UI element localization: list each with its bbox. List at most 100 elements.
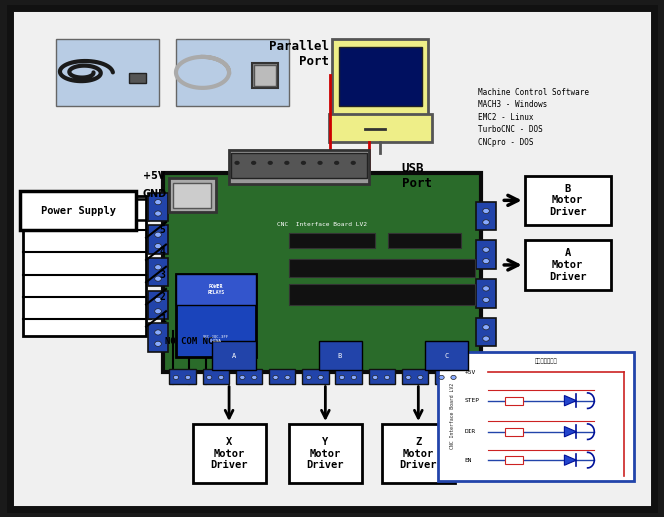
Bar [302,369,329,384]
Bar [525,176,611,225]
Circle shape [334,161,339,165]
Bar [332,39,428,119]
Bar [289,233,375,248]
Circle shape [155,244,161,249]
Text: +5V: +5V [465,370,476,375]
Bar [236,369,262,384]
Text: Parallel
Port: Parallel Port [269,40,329,68]
Bar [269,369,295,384]
Circle shape [451,375,456,379]
Bar [231,153,367,178]
Text: Machine Control Software
MACH3 - Windows
EMC2 - Linux
TurboCNC - DOS
CNCpro - DO: Machine Control Software MACH3 - Windows… [478,88,589,147]
Bar [289,424,362,483]
Circle shape [339,375,345,379]
Text: 4: 4 [160,247,165,257]
Bar [212,341,256,370]
Circle shape [317,161,323,165]
Circle shape [301,161,306,165]
Text: 1: 1 [160,314,165,324]
Text: SRC-JQC-3FF
CHINA: SRC-JQC-3FF CHINA [203,334,229,343]
Bar [329,114,432,142]
Bar [425,341,468,370]
Bar [319,341,362,370]
Bar [148,258,168,286]
Bar [382,424,455,483]
Circle shape [268,161,273,165]
Bar [176,274,256,305]
Circle shape [155,200,161,205]
Bar [169,369,196,384]
Circle shape [155,297,161,302]
Circle shape [351,161,356,165]
Circle shape [251,161,256,165]
Circle shape [483,325,489,330]
Bar [229,150,369,184]
Text: EN: EN [465,458,472,463]
Text: X
Motor
Driver: X Motor Driver [210,437,248,470]
Bar [129,73,146,83]
Text: USB
Port: USB Port [402,162,432,190]
Text: 5: 5 [160,225,165,235]
Circle shape [155,330,161,335]
Bar [388,233,461,248]
Polygon shape [564,455,576,465]
Circle shape [273,375,278,379]
Bar [402,369,428,384]
Circle shape [207,375,212,379]
Text: POWER
RELAYS: POWER RELAYS [207,284,224,295]
Bar [148,323,168,352]
Circle shape [155,341,161,346]
Text: Z
Motor
Driver: Z Motor Driver [400,437,437,470]
Text: B
Motor
Driver: B Motor Driver [549,184,586,217]
Text: 2: 2 [160,292,165,302]
Circle shape [483,220,489,225]
Circle shape [218,375,224,379]
Circle shape [384,375,390,379]
Circle shape [439,375,444,379]
Circle shape [483,208,489,214]
Bar [476,202,496,230]
Text: Y
Motor
Driver: Y Motor Driver [307,437,344,470]
Text: B: B [338,353,342,359]
Polygon shape [564,396,576,406]
Bar [505,456,523,464]
Bar [289,284,475,305]
Bar [173,183,211,208]
Bar [176,39,289,106]
Bar [203,369,229,384]
Bar [176,274,256,357]
Bar [476,318,496,346]
Bar [254,65,276,86]
Text: +5V: +5V [143,171,165,181]
Polygon shape [564,427,576,437]
Circle shape [351,375,357,379]
Bar [20,191,136,230]
Bar [163,173,481,372]
Bar [252,63,278,88]
Bar [148,291,168,319]
Circle shape [155,276,161,281]
Text: C: C [444,353,448,359]
Text: A
Motor
Driver: A Motor Driver [549,248,586,282]
Circle shape [155,309,161,314]
Bar [438,352,634,481]
Bar [169,178,216,212]
Bar [476,240,496,269]
Circle shape [373,375,378,379]
Circle shape [483,258,489,264]
Circle shape [185,375,191,379]
Bar [369,369,395,384]
Circle shape [483,297,489,302]
Circle shape [173,375,179,379]
Bar [335,369,362,384]
Bar [56,39,159,106]
Circle shape [483,286,489,291]
Circle shape [285,375,290,379]
Text: NO COM NC: NO COM NC [165,337,213,346]
Text: CNC  Interface Board LV2: CNC Interface Board LV2 [277,222,367,227]
Bar [525,240,611,290]
Circle shape [318,375,323,379]
Circle shape [306,375,311,379]
Bar [193,424,266,483]
Text: STEP: STEP [465,398,480,403]
